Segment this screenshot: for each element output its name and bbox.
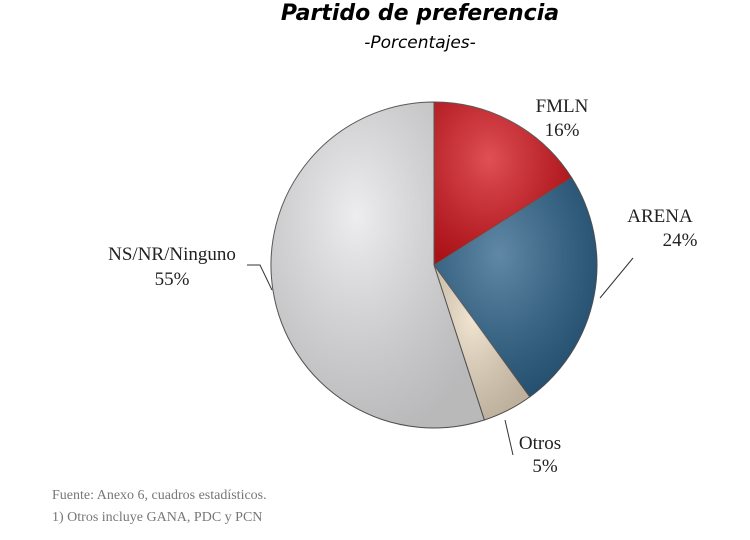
slice-shade bbox=[434, 177, 597, 397]
value-label: 5% bbox=[532, 456, 558, 477]
source-note: Fuente: Anexo 6, cuadros estadísticos. bbox=[52, 488, 267, 503]
slice-label: NS/NR/Ninguno bbox=[108, 244, 236, 265]
value-label: 16% bbox=[545, 120, 580, 141]
chart-subtitle: -Porcentajes- bbox=[364, 33, 476, 53]
footnote: 1) Otros incluye GANA, PDC y PCN bbox=[52, 510, 262, 525]
slice-label: ARENA bbox=[627, 206, 693, 227]
slice-label: FMLN bbox=[536, 96, 589, 117]
slice-shade bbox=[434, 102, 572, 265]
chart-title: Partido de preferencia bbox=[281, 1, 559, 26]
value-label: 24% bbox=[663, 230, 698, 251]
slice-shade bbox=[434, 265, 530, 421]
pie bbox=[270, 101, 598, 429]
value-label: 55% bbox=[155, 269, 190, 290]
slice-label: Otros bbox=[519, 433, 561, 454]
slice-shade bbox=[271, 102, 485, 428]
leader-lines bbox=[247, 257, 634, 456]
